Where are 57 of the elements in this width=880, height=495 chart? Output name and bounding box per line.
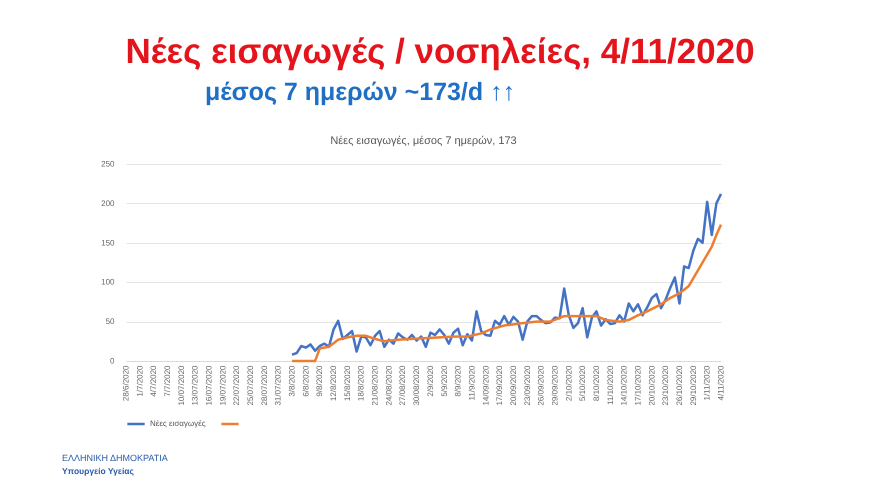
x-tick-label: 28/07/2020 [260, 364, 269, 406]
x-tick-label: 29/09/2020 [550, 364, 560, 406]
x-tick-label: 28/6/2020 [122, 364, 130, 402]
x-tick-label: 5/10/2020 [578, 364, 588, 402]
x-tick-label: 16/07/2020 [204, 364, 214, 406]
x-tick-label: 1/7/2020 [135, 364, 144, 397]
x-tick-label: 5/9/2020 [440, 364, 449, 397]
x-tick-label: 20/10/2020 [647, 364, 656, 406]
x-tick-label: 26/09/2020 [536, 364, 546, 406]
y-tick-label: 50 [106, 317, 116, 326]
y-tick-label: 250 [101, 160, 116, 168]
x-tick-label: 17/10/2020 [633, 364, 642, 406]
x-tick-label: 20/09/2020 [508, 364, 518, 406]
text: Νέες εισαγωγές, μέσος 7 ημερών, 173 [330, 135, 517, 147]
x-tick-label: 4/7/2020 [149, 364, 158, 397]
x-tick-label: 6/8/2020 [301, 364, 310, 397]
text: ΕΛΛΗΝΙΚΗ ΔΗΜΟΚΡΑΤΙΑ [62, 453, 168, 463]
x-tick-label: 23/10/2020 [661, 364, 670, 406]
x-tick-label: 26/10/2020 [674, 364, 684, 406]
x-tick-label: 1/11/2020 [702, 364, 712, 400]
x-tick-label: 23/09/2020 [522, 364, 532, 406]
x-tick-label: 29/10/2020 [688, 364, 698, 406]
x-tick-label: 2/10/2020 [564, 364, 574, 402]
x-tick-label: 31/07/2020 [274, 364, 283, 406]
x-tick-label: 19/07/2020 [218, 364, 228, 406]
x-tick-label: 18/8/2020 [356, 364, 366, 402]
x-tick-label: 30/08/2020 [412, 364, 422, 406]
y-tick-label: 0 [110, 356, 116, 366]
x-tick-label: 10/07/2020 [176, 364, 186, 406]
x-tick-label: 4/11/2020 [716, 364, 726, 400]
legend-label: Νέες εισαγωγές [150, 419, 206, 428]
x-tick-label: 24/08/2020 [384, 364, 394, 406]
x-tick-label: 21/08/2020 [370, 364, 380, 406]
x-tick-label: 11/9/2020 [467, 364, 476, 400]
x-tick-label: 14/09/2020 [481, 364, 490, 406]
x-tick-label: 9/8/2020 [315, 364, 324, 397]
x-tick-label: 17/09/2020 [495, 364, 504, 406]
chart-title: Νέες εισαγωγές / νοσηλείες, 4/11/2020 [124, 32, 756, 72]
x-tick-label: 15/8/2020 [342, 364, 352, 402]
text: Υπουργείο Υγείας [62, 466, 134, 476]
y-tick-label: 200 [101, 198, 116, 208]
x-tick-label: 8/10/2020 [592, 364, 601, 402]
x-tick-label: 12/8/2020 [329, 364, 338, 402]
x-tick-label: 22/07/2020 [232, 364, 242, 406]
x-tick-label: 8/9/2020 [454, 364, 463, 397]
x-tick-label: 13/07/2020 [190, 364, 200, 406]
y-tick-label: 150 [101, 238, 116, 248]
x-tick-label: 27/08/2020 [398, 364, 408, 406]
x-tick-label: 2/9/2020 [426, 364, 435, 397]
x-tick-label: 7/7/2020 [163, 364, 172, 397]
x-tick-label: 25/07/2020 [246, 364, 256, 406]
x-tick-label: 3/8/2020 [288, 364, 297, 397]
y-tick-label: 100 [101, 278, 116, 287]
x-tick-label: 11/10/2020 [606, 364, 615, 405]
line-series [290, 223, 722, 362]
chart-subtitle: μέσος 7 ημερών ~173/d ↑↑ [205, 78, 516, 107]
x-tick-label: 14/10/2020 [620, 364, 629, 406]
